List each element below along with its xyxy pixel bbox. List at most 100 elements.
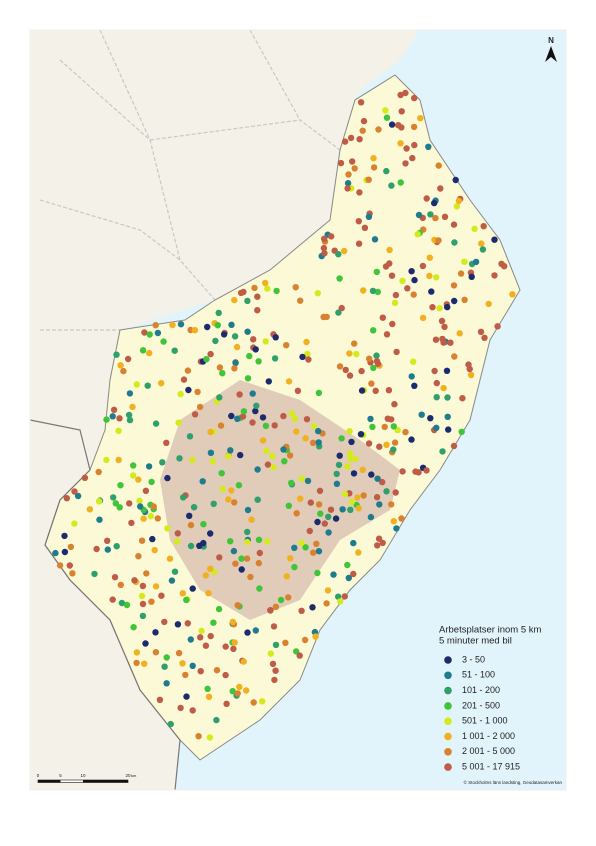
workplace-point [227, 447, 234, 454]
workplace-point [325, 529, 332, 536]
workplace-point [296, 652, 303, 659]
workplace-point [411, 276, 418, 284]
workplace-point [398, 515, 405, 522]
workplace-point [269, 660, 277, 668]
workplace-point [152, 649, 160, 656]
workplace-point [216, 364, 224, 371]
workplace-point [291, 563, 298, 571]
workplace-point [415, 211, 423, 219]
workplace-point [229, 618, 236, 626]
workplace-point [207, 632, 214, 640]
workplace-point [285, 594, 292, 601]
workplace-point [383, 167, 390, 175]
workplace-point [390, 518, 397, 525]
workplace-point [149, 535, 156, 543]
workplace-point [215, 605, 223, 613]
workplace-point [418, 411, 425, 418]
workplace-point [313, 540, 320, 547]
workplace-point [238, 555, 245, 562]
workplace-point [69, 570, 76, 577]
workplace-point [410, 358, 417, 365]
workplace-point [177, 321, 185, 328]
workplace-point [337, 159, 345, 167]
legend-title: Arbetsplatser inom 5 km [439, 625, 542, 636]
workplace-point [414, 231, 421, 238]
workplace-point [375, 535, 383, 542]
workplace-point [213, 716, 220, 724]
workplace-point [243, 687, 250, 694]
workplace-point [485, 300, 492, 308]
workplace-point [285, 378, 293, 385]
workplace-point [229, 688, 236, 695]
workplace-point [285, 502, 292, 509]
workplace-point [373, 358, 381, 365]
workplace-point [197, 668, 204, 675]
workplace-point [404, 285, 411, 292]
workplace-point [196, 403, 204, 411]
workplace-point [491, 236, 498, 243]
workplace-point [450, 221, 458, 228]
workplace-point [408, 436, 415, 443]
workplace-point [272, 334, 279, 341]
workplace-point [408, 373, 415, 380]
workplace-point [187, 542, 195, 550]
workplace-point [345, 574, 352, 582]
scale-bar: 0 5 10 20 km [37, 773, 137, 783]
workplace-point [333, 480, 341, 487]
workplace-point [154, 515, 161, 522]
workplace-point [291, 544, 298, 551]
workplace-point [368, 471, 375, 478]
workplace-point [315, 389, 323, 397]
workplace-point [277, 596, 285, 604]
workplace-point [303, 416, 311, 423]
workplace-point [255, 536, 263, 543]
workplace-point [383, 441, 390, 448]
workplace-point [333, 470, 340, 478]
workplace-point [152, 322, 159, 329]
workplace-point [359, 127, 366, 134]
county-border [30, 419, 181, 790]
workplace-point [381, 423, 388, 431]
workplace-point [252, 407, 259, 415]
workplace-point [71, 488, 78, 495]
workplace-point [225, 453, 232, 460]
workplace-point [481, 334, 488, 341]
workplace-point [169, 321, 176, 329]
workplace-point [358, 367, 365, 375]
workplace-point [432, 336, 440, 343]
workplace-point [216, 394, 223, 401]
legend-label: 5 001 - 17 915 [462, 761, 520, 771]
legend-swatch [444, 686, 452, 695]
workplace-point [357, 99, 365, 106]
workplace-point [227, 538, 234, 545]
workplace-point [187, 521, 195, 529]
workplace-point [244, 328, 251, 335]
workplace-point [336, 452, 343, 459]
workplace-point [130, 472, 137, 479]
workplace-point [338, 304, 345, 312]
workplace-point [423, 467, 430, 474]
workplace-point [385, 387, 393, 394]
workplace-point [252, 627, 259, 634]
workplace-point [183, 693, 190, 700]
workplace-point [374, 288, 381, 296]
workplace-point [399, 468, 406, 475]
workplace-point [382, 107, 389, 114]
workplace-point [335, 309, 342, 316]
workplace-point [360, 117, 368, 125]
workplace-point [228, 412, 235, 420]
workplace-point [264, 538, 271, 545]
workplace-point [248, 516, 255, 523]
workplace-point [346, 372, 354, 379]
workplace-point [141, 329, 148, 336]
legend: Arbetsplatser inom 5 km 5 minuter med bi… [439, 625, 542, 772]
workplace-point [336, 363, 344, 370]
workplace-point [376, 501, 383, 508]
workplace-point [254, 466, 261, 473]
workplace-point [335, 461, 343, 469]
workplace-point [186, 512, 193, 519]
workplace-point [477, 328, 485, 335]
workplace-point [479, 246, 487, 253]
workplace-point [355, 218, 362, 225]
workplace-point [164, 525, 171, 532]
